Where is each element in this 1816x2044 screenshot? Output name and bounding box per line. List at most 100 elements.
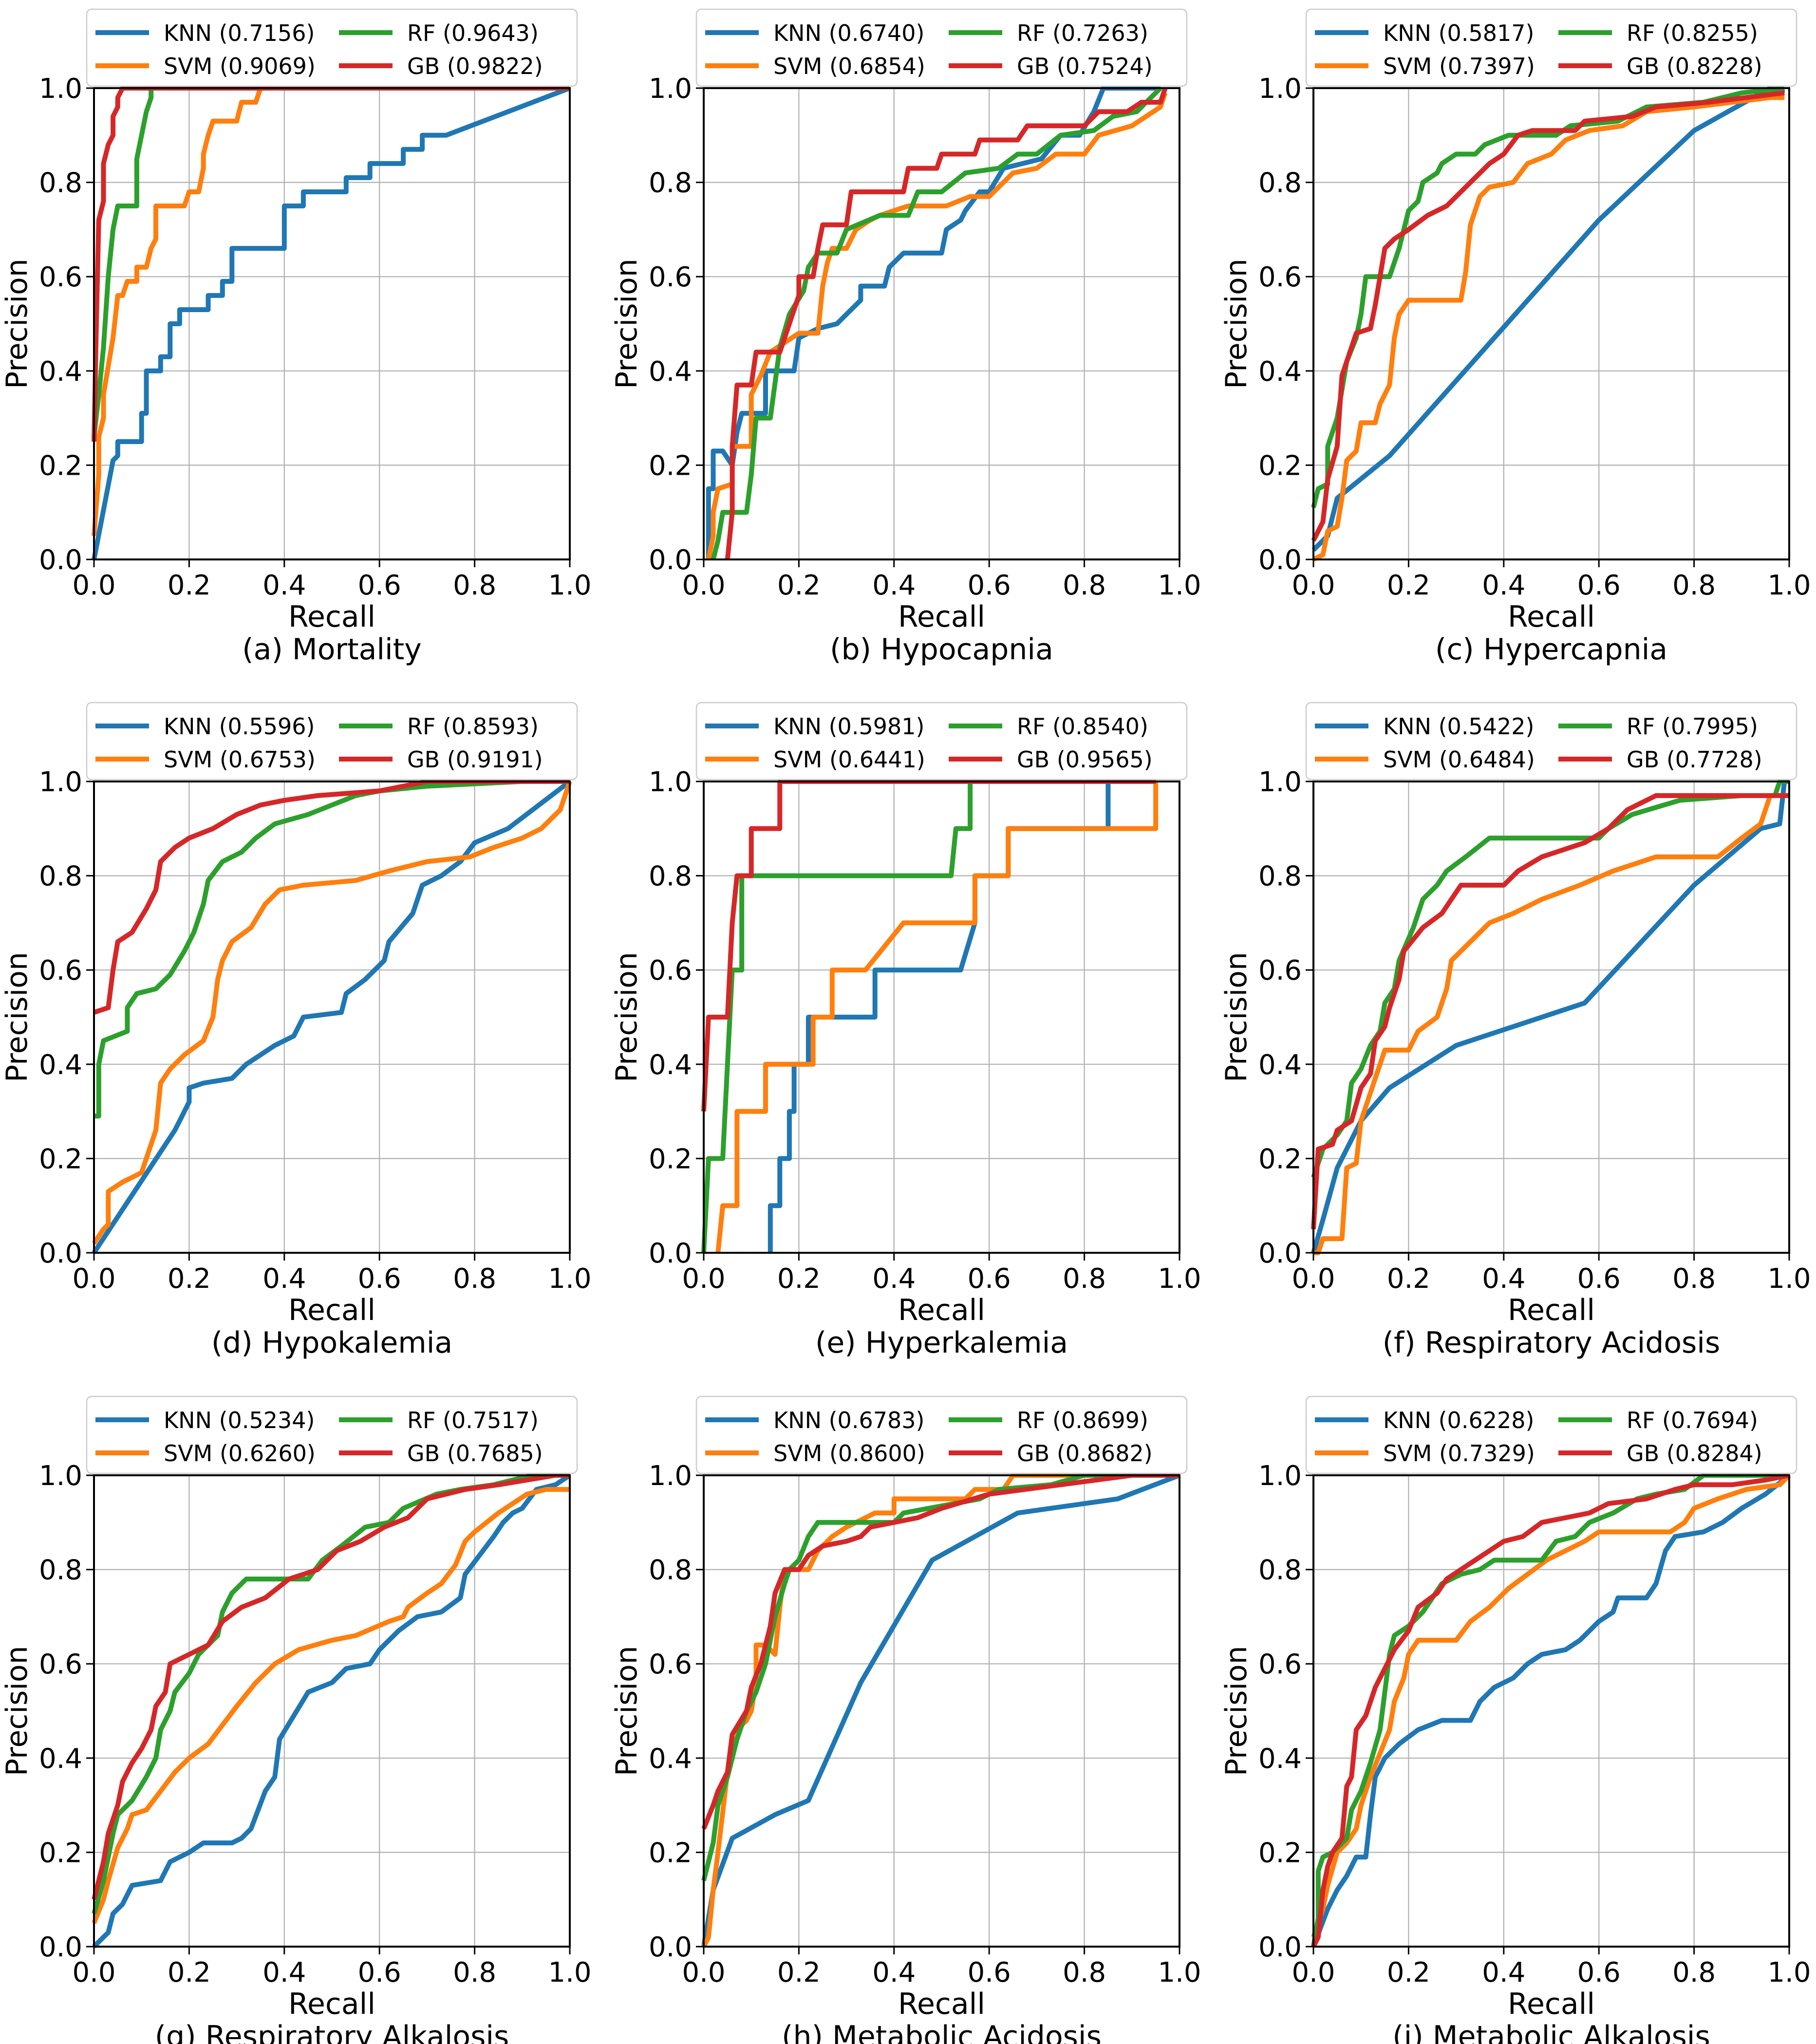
x-tick-label: 0.6 — [968, 1957, 1011, 1988]
x-axis-label: Recall — [898, 600, 985, 634]
x-tick-label: 0.8 — [1672, 1957, 1716, 1988]
x-tick-label: 0.2 — [168, 1263, 211, 1295]
series-line-svm — [92, 86, 570, 536]
y-tick-label: 1.0 — [39, 73, 82, 105]
series-line-gb — [92, 86, 570, 442]
x-tick-label: 0.4 — [262, 1263, 306, 1295]
legend-box — [1305, 8, 1797, 87]
legend-label-svm: SVM (0.9069) — [164, 53, 316, 79]
x-axis-label: Recall — [288, 1987, 375, 2021]
series-line-svm — [92, 1487, 570, 1924]
subplot-caption: (d) Hypokalemia — [211, 1326, 452, 1360]
legend-label-knn: KNN (0.5596) — [164, 713, 315, 740]
legend-label-knn: KNN (0.6783) — [773, 1407, 924, 1433]
x-tick-label: 1.0 — [1158, 570, 1201, 601]
x-tick-label: 1.0 — [1767, 1263, 1811, 1295]
legend-label-gb: GB (0.9822) — [407, 53, 543, 79]
x-tick-label: 0.6 — [968, 570, 1011, 601]
legend-label-svm: SVM (0.6854) — [773, 53, 925, 79]
subplot-4: 0.0 0.2 0.4 0.6 0.8 1.0 0.0 0.2 0.4 0.6 0.8 1.0 Reca… — [0, 702, 592, 1360]
y-tick-label: 0.4 — [649, 1743, 692, 1775]
y-tick-label: 0.8 — [39, 167, 82, 199]
y-tick-label: 1.0 — [1258, 73, 1302, 105]
plot-frame — [93, 780, 571, 1254]
subplot-5: 0.0 0.2 0.4 0.6 0.8 1.0 0.0 0.2 0.4 0.6 0.8 1.0 Reca… — [610, 702, 1201, 1360]
series-group — [1311, 86, 1785, 562]
y-axis-label: Precision — [0, 259, 34, 389]
x-tick-label: 0.6 — [1577, 1263, 1621, 1295]
y-tick-label: 0.8 — [649, 861, 692, 892]
y-axis-label: Precision — [610, 952, 644, 1082]
y-tick-label: 0.0 — [39, 1932, 82, 1963]
series-line-knn — [1311, 781, 1787, 1254]
y-tick-label: 0.4 — [649, 1049, 692, 1081]
y-tick-label: 1.0 — [39, 766, 82, 798]
x-axis-label: Recall — [1508, 1987, 1595, 2021]
x-tick-label: 0.0 — [1292, 570, 1335, 601]
y-tick-label: 0.4 — [39, 1743, 82, 1775]
x-tick-label: 0.2 — [777, 1957, 821, 1988]
legend-label-svm: SVM (0.6441) — [773, 746, 925, 773]
x-tick-label: 0.2 — [168, 570, 211, 601]
y-tick-label: 1.0 — [39, 1460, 82, 1492]
plot-frame — [703, 780, 1180, 1254]
series-line-knn — [92, 1473, 571, 1949]
series-line-rf — [711, 86, 1162, 560]
legend-label-rf: RF (0.7694) — [1627, 1407, 1758, 1433]
y-axis-label: Precision — [610, 1646, 644, 1776]
legend-label-knn: KNN (0.5981) — [773, 713, 924, 740]
y-tick-label: 0.8 — [649, 1555, 692, 1586]
x-axis-label: Recall — [1508, 1293, 1595, 1327]
series-line-rf — [1311, 86, 1785, 508]
series-line-gb — [701, 779, 1156, 1112]
y-tick-label: 0.2 — [649, 450, 692, 482]
y-tick-label: 0.6 — [649, 1649, 692, 1680]
y-tick-label: 0.2 — [1258, 1837, 1302, 1869]
series-line-rf — [1311, 1473, 1789, 1947]
legend-box — [695, 8, 1188, 87]
series-group — [92, 1473, 571, 1949]
x-tick-label: 0.2 — [168, 1957, 211, 1988]
subplot-caption: (i) Metabolic Alkalosis — [1392, 2020, 1710, 2044]
legend-label-gb: GB (0.7685) — [407, 1440, 543, 1467]
x-tick-label: 0.8 — [1672, 570, 1716, 601]
y-tick-label: 0.6 — [39, 955, 82, 986]
series-line-knn — [1311, 1473, 1791, 1948]
y-tick-label: 0.6 — [1258, 261, 1302, 293]
y-tick-label: 0.4 — [1258, 1049, 1302, 1081]
x-tick-label: 0.8 — [453, 1957, 496, 1988]
y-axis-label: Precision — [0, 952, 34, 1082]
y-tick-label: 0.6 — [39, 261, 82, 293]
series-line-rf — [701, 1473, 1179, 1881]
x-tick-label: 0.8 — [453, 570, 496, 601]
x-tick-label: 0.0 — [682, 1957, 725, 1988]
series-line-knn — [92, 780, 572, 1254]
legend-label-rf: RF (0.7263) — [1017, 20, 1148, 46]
legend-box — [695, 1395, 1188, 1474]
y-tick-label: 0.0 — [649, 1238, 692, 1269]
y-tick-label: 0.0 — [1258, 1238, 1302, 1269]
x-tick-label: 0.6 — [1577, 1957, 1621, 1988]
subplot-9: 0.0 0.2 0.4 0.6 0.8 1.0 0.0 0.2 0.4 0.6 0.8 1.0 Reca… — [1219, 1395, 1811, 2044]
legend-label-rf: RF (0.9643) — [407, 20, 539, 46]
x-axis-label: Recall — [1508, 600, 1595, 634]
x-tick-label: 0.0 — [682, 570, 725, 601]
y-tick-label: 0.0 — [1258, 1932, 1302, 1963]
series-group — [1311, 779, 1789, 1255]
legend-box — [1305, 1395, 1797, 1474]
subplot-3: 0.0 0.2 0.4 0.6 0.8 1.0 0.0 0.2 0.4 0.6 0.8 1.0 Reca… — [1219, 8, 1811, 667]
subplot-caption: (c) Hypercapnia — [1435, 632, 1667, 667]
plot-frame — [1312, 87, 1790, 560]
series-line-svm — [92, 780, 572, 1245]
subplot-caption: (f) Respiratory Acidosis — [1383, 1326, 1721, 1360]
series-line-svm — [1311, 1473, 1791, 1938]
series-line-svm — [701, 1473, 1179, 1948]
legend-label-svm: SVM (0.7397) — [1383, 53, 1535, 79]
x-axis-label: Recall — [288, 600, 375, 634]
y-tick-label: 1.0 — [649, 766, 692, 798]
legend-label-knn: KNN (0.5422) — [1383, 713, 1534, 740]
series-line-rf — [92, 86, 570, 437]
y-tick-label: 0.6 — [39, 1649, 82, 1680]
y-tick-label: 0.4 — [39, 1049, 82, 1081]
subplot-caption: (g) Respiratory Alkalosis — [155, 2020, 509, 2044]
